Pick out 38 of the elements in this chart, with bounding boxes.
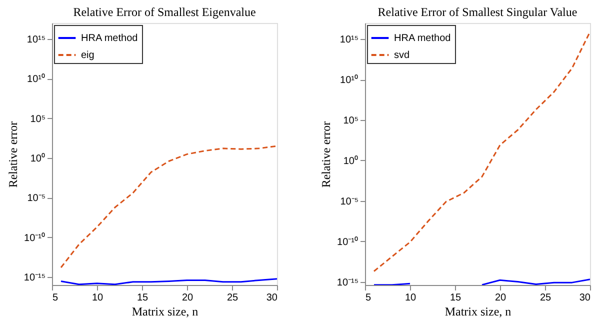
x-tick-label: 30	[266, 292, 278, 304]
x-tick-label: 5	[52, 292, 58, 304]
x-tick-label: 10	[404, 292, 416, 304]
x-tick-label: 10	[92, 292, 104, 304]
y-tick-label: 10⁻¹⁰	[24, 232, 46, 244]
y-tick-label: 10⁰	[30, 152, 46, 164]
x-tick-label: 15	[136, 292, 148, 304]
x-axis-title: Matrix size, n	[132, 304, 198, 318]
legend-label: eig	[81, 50, 94, 61]
y-axis-title: Relative error	[6, 121, 20, 188]
legend-label: HRA method	[394, 33, 451, 44]
y-tick-label: 10¹⁰	[340, 74, 358, 86]
y-tick-label: 10⁻⁵	[340, 196, 358, 208]
y-tick-label: 10⁵	[30, 114, 46, 125]
y-tick-label: 10¹⁵	[340, 34, 358, 46]
line-series	[60, 145, 277, 268]
x-tick-label: 30	[579, 292, 591, 304]
x-tick-label: 20	[182, 292, 194, 304]
x-tick-label: 25	[540, 292, 552, 304]
y-axis-title: Relative error	[318, 121, 333, 188]
line-series	[373, 31, 590, 272]
x-tick-label: 15	[450, 292, 462, 304]
y-tick-label: 10⁻⁵	[27, 193, 46, 204]
x-tick-label: 25	[226, 292, 238, 304]
legend-label: svd	[394, 50, 410, 61]
y-tick-label: 10¹⁵	[26, 34, 46, 46]
x-axis-title: Matrix size, n	[444, 304, 512, 318]
y-tick-label: 10⁻¹⁰	[337, 236, 358, 248]
y-tick-label: 10⁻¹⁵	[336, 277, 358, 288]
y-tick-label: 10⁻¹⁵	[24, 272, 46, 284]
legend-label: HRA method	[81, 33, 138, 44]
y-tick-label: 10⁵	[343, 116, 358, 127]
chart-title: Relative Error of Smallest Singular Value	[378, 5, 578, 19]
x-tick-label: 20	[494, 292, 506, 304]
chart-title: Relative Error of Smallest Eigenvalue	[73, 5, 256, 19]
y-tick-label: 10¹⁰	[27, 73, 46, 86]
y-tick-label: 10⁰	[343, 154, 358, 167]
x-tick-label: 5	[366, 292, 372, 304]
